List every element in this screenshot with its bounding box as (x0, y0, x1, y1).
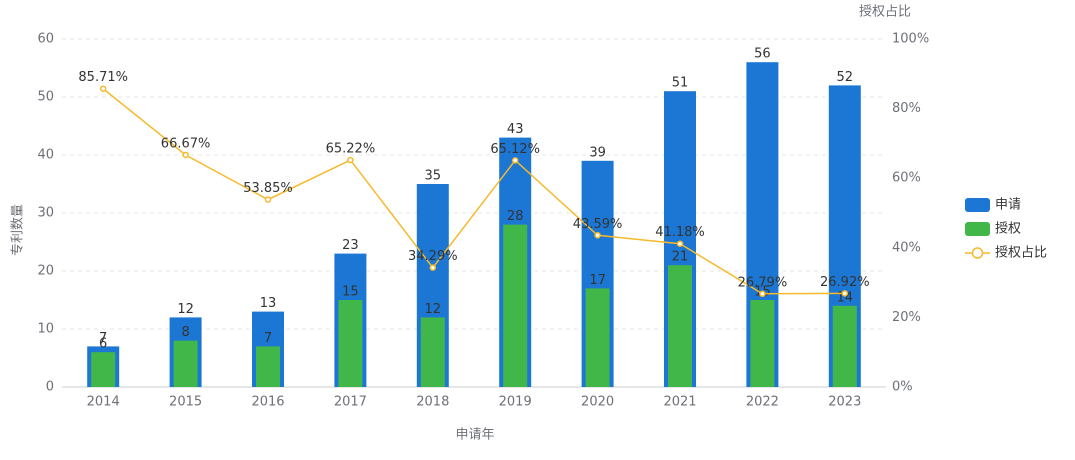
y2-tick-label: 80% (892, 101, 921, 116)
y-tick-label: 10 (37, 322, 54, 337)
data-label: 35 (425, 169, 442, 184)
y-tick-label: 50 (37, 90, 54, 105)
x-tick-label: 2017 (334, 395, 367, 410)
legend-label: 授权占比 (995, 245, 1047, 261)
y2-tick-label: 60% (892, 171, 921, 186)
y-tick-label: 30 (37, 206, 54, 221)
bar (750, 300, 775, 387)
x-tick-label: 2023 (828, 395, 861, 410)
data-label: 65.12% (490, 142, 540, 157)
data-label: 66.67% (161, 136, 211, 151)
data-label: 15 (342, 285, 359, 300)
data-label: 56 (754, 47, 771, 62)
bar (585, 288, 610, 387)
data-label: 17 (589, 273, 606, 288)
data-label: 52 (837, 70, 854, 85)
legend-label: 申请 (995, 198, 1021, 213)
y2-tick-label: 40% (892, 240, 921, 255)
y2-tick-label: 0% (892, 380, 913, 395)
data-label: 13 (260, 296, 277, 311)
bar (503, 224, 528, 387)
x-axis-title: 申请年 (455, 428, 494, 443)
x-tick-label: 2019 (499, 395, 532, 410)
point (594, 232, 601, 239)
data-label: 43.59% (573, 217, 623, 232)
data-label: 6 (99, 337, 107, 352)
bar (668, 265, 692, 387)
data-label: 43 (507, 122, 524, 137)
y2-tick-label: 20% (892, 310, 921, 325)
point (264, 196, 272, 203)
bar (338, 300, 363, 387)
point (676, 240, 684, 247)
legend-swatch (971, 247, 984, 259)
data-label: 26.92% (820, 275, 870, 290)
data-label: 53.85% (243, 181, 293, 196)
bar (420, 317, 445, 387)
data-label: 41.18% (655, 225, 705, 240)
data-label: 12 (177, 302, 194, 317)
point (429, 264, 437, 271)
data-label: 34.29% (408, 249, 458, 264)
x-tick-label: 2015 (169, 395, 202, 410)
point (759, 290, 766, 298)
y2-axis-title: 授权占比 (859, 4, 911, 20)
bar (173, 340, 198, 387)
legend-swatch (965, 222, 990, 236)
data-label: 12 (425, 302, 442, 317)
x-tick-label: 2022 (746, 395, 779, 410)
y-tick-label: 0 (46, 380, 54, 395)
x-tick-label: 2020 (581, 395, 614, 410)
legend-label: 授权 (995, 221, 1021, 237)
x-tick-label: 2018 (416, 395, 449, 410)
data-label: 85.71% (78, 70, 128, 85)
y2-tick-label: 100% (892, 32, 929, 47)
x-tick-label: 2014 (87, 395, 120, 410)
line (102, 88, 845, 295)
legend-swatch (965, 198, 990, 212)
data-label: 7 (264, 331, 272, 346)
y-tick-label: 20 (37, 264, 54, 279)
data-label: 23 (342, 238, 359, 253)
point (511, 157, 519, 164)
data-label: 51 (672, 76, 689, 91)
data-label: 39 (589, 145, 606, 160)
y-tick-label: 60 (37, 32, 54, 47)
data-label: 65.22% (326, 142, 376, 157)
point (347, 156, 354, 164)
bar (832, 305, 857, 387)
data-label: 28 (507, 209, 524, 224)
y-tick-label: 40 (37, 148, 54, 163)
data-label: 21 (672, 250, 689, 265)
data-label: 8 (181, 325, 189, 340)
y-axis-title: 专利数量 (11, 204, 26, 256)
x-tick-label: 2021 (663, 395, 696, 410)
data-label: 7 (99, 331, 107, 346)
x-tick-label: 2016 (251, 395, 284, 410)
bar (91, 352, 116, 387)
data-label: 26.79% (738, 275, 788, 290)
point (182, 151, 189, 159)
point (841, 290, 849, 297)
point (99, 85, 107, 92)
bar (256, 346, 280, 387)
